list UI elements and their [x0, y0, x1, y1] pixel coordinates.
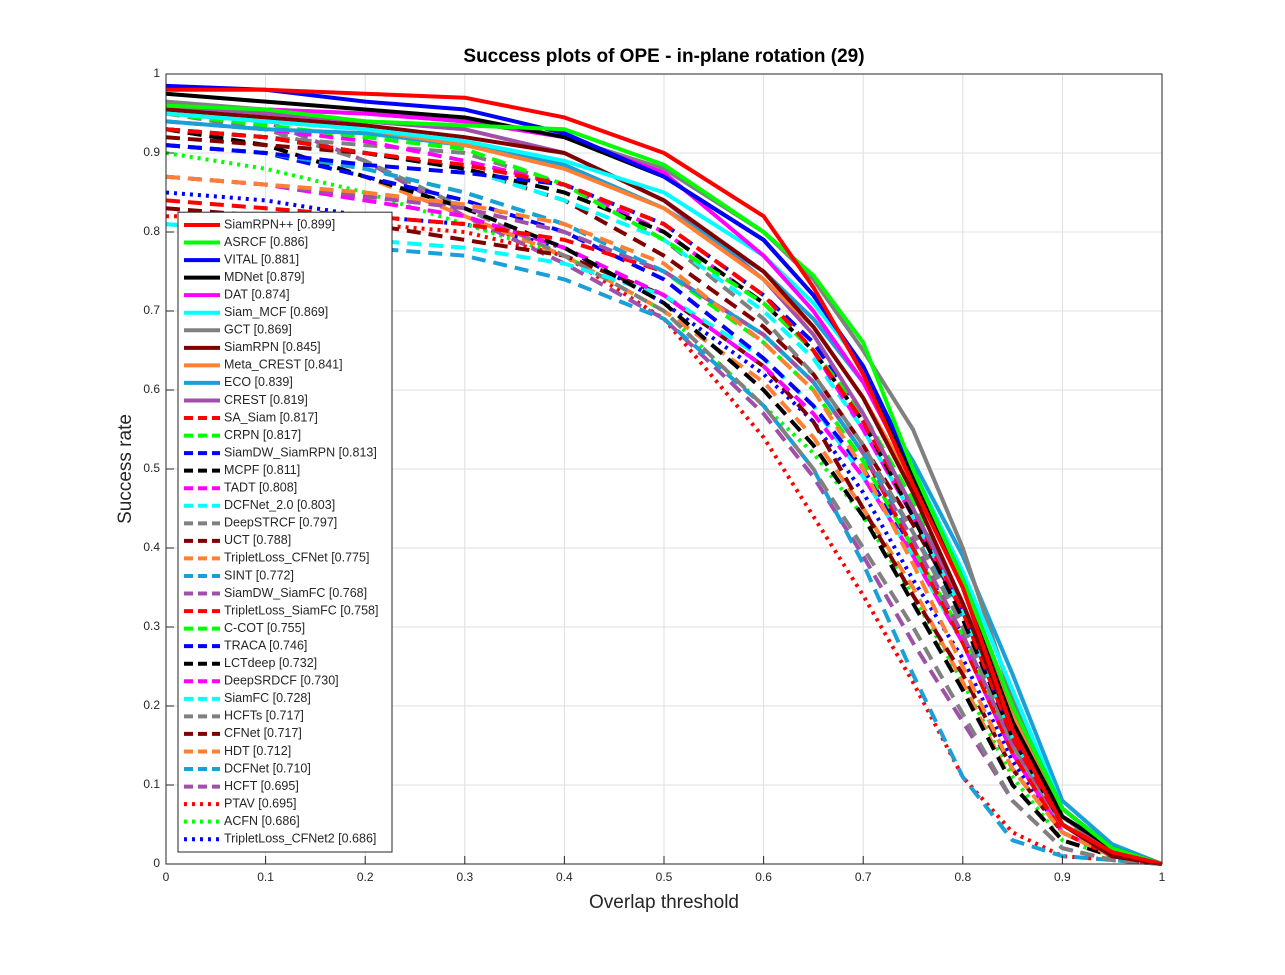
legend-label: ASRCF [0.886] [224, 235, 308, 249]
y-tick-label: 0.3 [143, 619, 160, 633]
legend-label: ECO [0.839] [224, 375, 293, 389]
x-tick-label: 0.1 [257, 870, 274, 884]
legend-label: SiamRPN++ [0.899] [224, 217, 335, 231]
y-tick-label: 0.1 [143, 777, 160, 791]
y-tick-label: 0.9 [143, 145, 160, 159]
legend-label: DeepSTRCF [0.797] [224, 516, 337, 530]
legend-label: GCT [0.869] [224, 323, 292, 337]
series-line [165, 103, 1163, 866]
legend-label: PTAV [0.695] [224, 796, 297, 810]
legend-label: SINT [0.772] [224, 568, 294, 582]
legend-label: MDNet [0.879] [224, 270, 305, 284]
legend-label: TripletLoss_SiamFC [0.758] [224, 603, 378, 617]
y-tick-label: 0.8 [143, 224, 160, 238]
legend-label: TADT [0.808] [224, 481, 297, 495]
legend-label: SiamFC [0.728] [224, 691, 311, 705]
legend-label: LCTdeep [0.732] [224, 656, 317, 670]
x-axis-label: Overlap threshold [589, 892, 739, 913]
y-tick-label: 0.5 [143, 461, 160, 475]
legend-label: HCFTs [0.717] [224, 709, 304, 723]
legend-label: CFNet [0.717] [224, 726, 302, 740]
legend-label: DeepSRDCF [0.730] [224, 674, 339, 688]
legend-label: C-COT [0.755] [224, 621, 305, 635]
x-tick-label: 0.2 [357, 870, 374, 884]
legend-label: TRACA [0.746] [224, 638, 307, 652]
legend: SiamRPN++ [0.899] ASRCF [0.886] VITAL [0.8… [177, 211, 393, 853]
x-tick-label: 0.9 [1054, 870, 1071, 884]
ticks: 0 0.1 0.2 0.3 0.4 0.5 0.6 0.7 0.8 0.9 1 0 0.1 0.2 0.3 0… [143, 66, 1165, 884]
legend-label: MCPF [0.811] [224, 463, 300, 477]
series-line [165, 127, 1163, 866]
legend-label: HCFT [0.695] [224, 779, 299, 793]
legend-label: DAT [0.874] [224, 287, 290, 301]
legend-label: DCFNet_2.0 [0.803] [224, 498, 335, 512]
y-tick-label: 0.2 [143, 698, 160, 712]
y-tick-label: 0.6 [143, 382, 160, 396]
series-line [165, 111, 1163, 866]
legend-label: SA_Siam [0.817] [224, 410, 318, 424]
legend-label: TripletLoss_CFNet2 [0.686] [224, 832, 376, 846]
series-line [165, 206, 1163, 866]
x-tick-label: 0.7 [855, 870, 872, 884]
x-tick-label: 0.5 [656, 870, 673, 884]
y-tick-label: 1 [153, 66, 160, 80]
y-tick-label: 0 [153, 856, 160, 870]
series-line [165, 111, 1163, 866]
y-tick-label: 0.4 [143, 540, 160, 554]
legend-label: VITAL [0.881] [224, 252, 299, 266]
chart-title: Success plots of OPE - in-plane rotation… [463, 46, 864, 67]
series-line [165, 174, 1163, 866]
legend-label: DCFNet [0.710] [224, 761, 311, 775]
legend-label: TripletLoss_CFNet [0.775] [224, 551, 369, 565]
legend-label: Meta_CREST [0.841] [224, 358, 343, 372]
x-tick-label: 0 [163, 870, 170, 884]
series-line [165, 143, 1163, 866]
series-line [165, 143, 1163, 866]
legend-label: ACFN [0.686] [224, 814, 300, 828]
series-line [165, 119, 1163, 866]
x-tick-label: 0.4 [556, 870, 573, 884]
legend-label: HDT [0.712] [224, 744, 291, 758]
series-line [165, 127, 1163, 866]
series-line [166, 87, 1163, 866]
x-tick-label: 0.3 [456, 870, 473, 884]
x-tick-label: 0.8 [954, 870, 971, 884]
series-line [165, 127, 1163, 866]
legend-label: SiamDW_SiamRPN [0.813] [224, 445, 377, 459]
series-line [166, 214, 1163, 866]
legend-label: SiamRPN [0.845] [224, 340, 321, 354]
legend-box [177, 211, 393, 853]
y-tick-label: 0.7 [143, 303, 160, 317]
legend-label: CREST [0.819] [224, 393, 308, 407]
series-line [165, 174, 1163, 866]
x-tick-label: 1 [1159, 870, 1166, 884]
legend-label: SiamDW_SiamFC [0.768] [224, 586, 367, 600]
lines [165, 83, 1163, 866]
legend-label: UCT [0.788] [224, 533, 291, 547]
y-axis-label: Success rate [115, 414, 136, 524]
legend-label: Siam_MCF [0.869] [224, 305, 328, 319]
legend-label: CRPN [0.817] [224, 428, 301, 442]
x-tick-label: 0.6 [755, 870, 772, 884]
